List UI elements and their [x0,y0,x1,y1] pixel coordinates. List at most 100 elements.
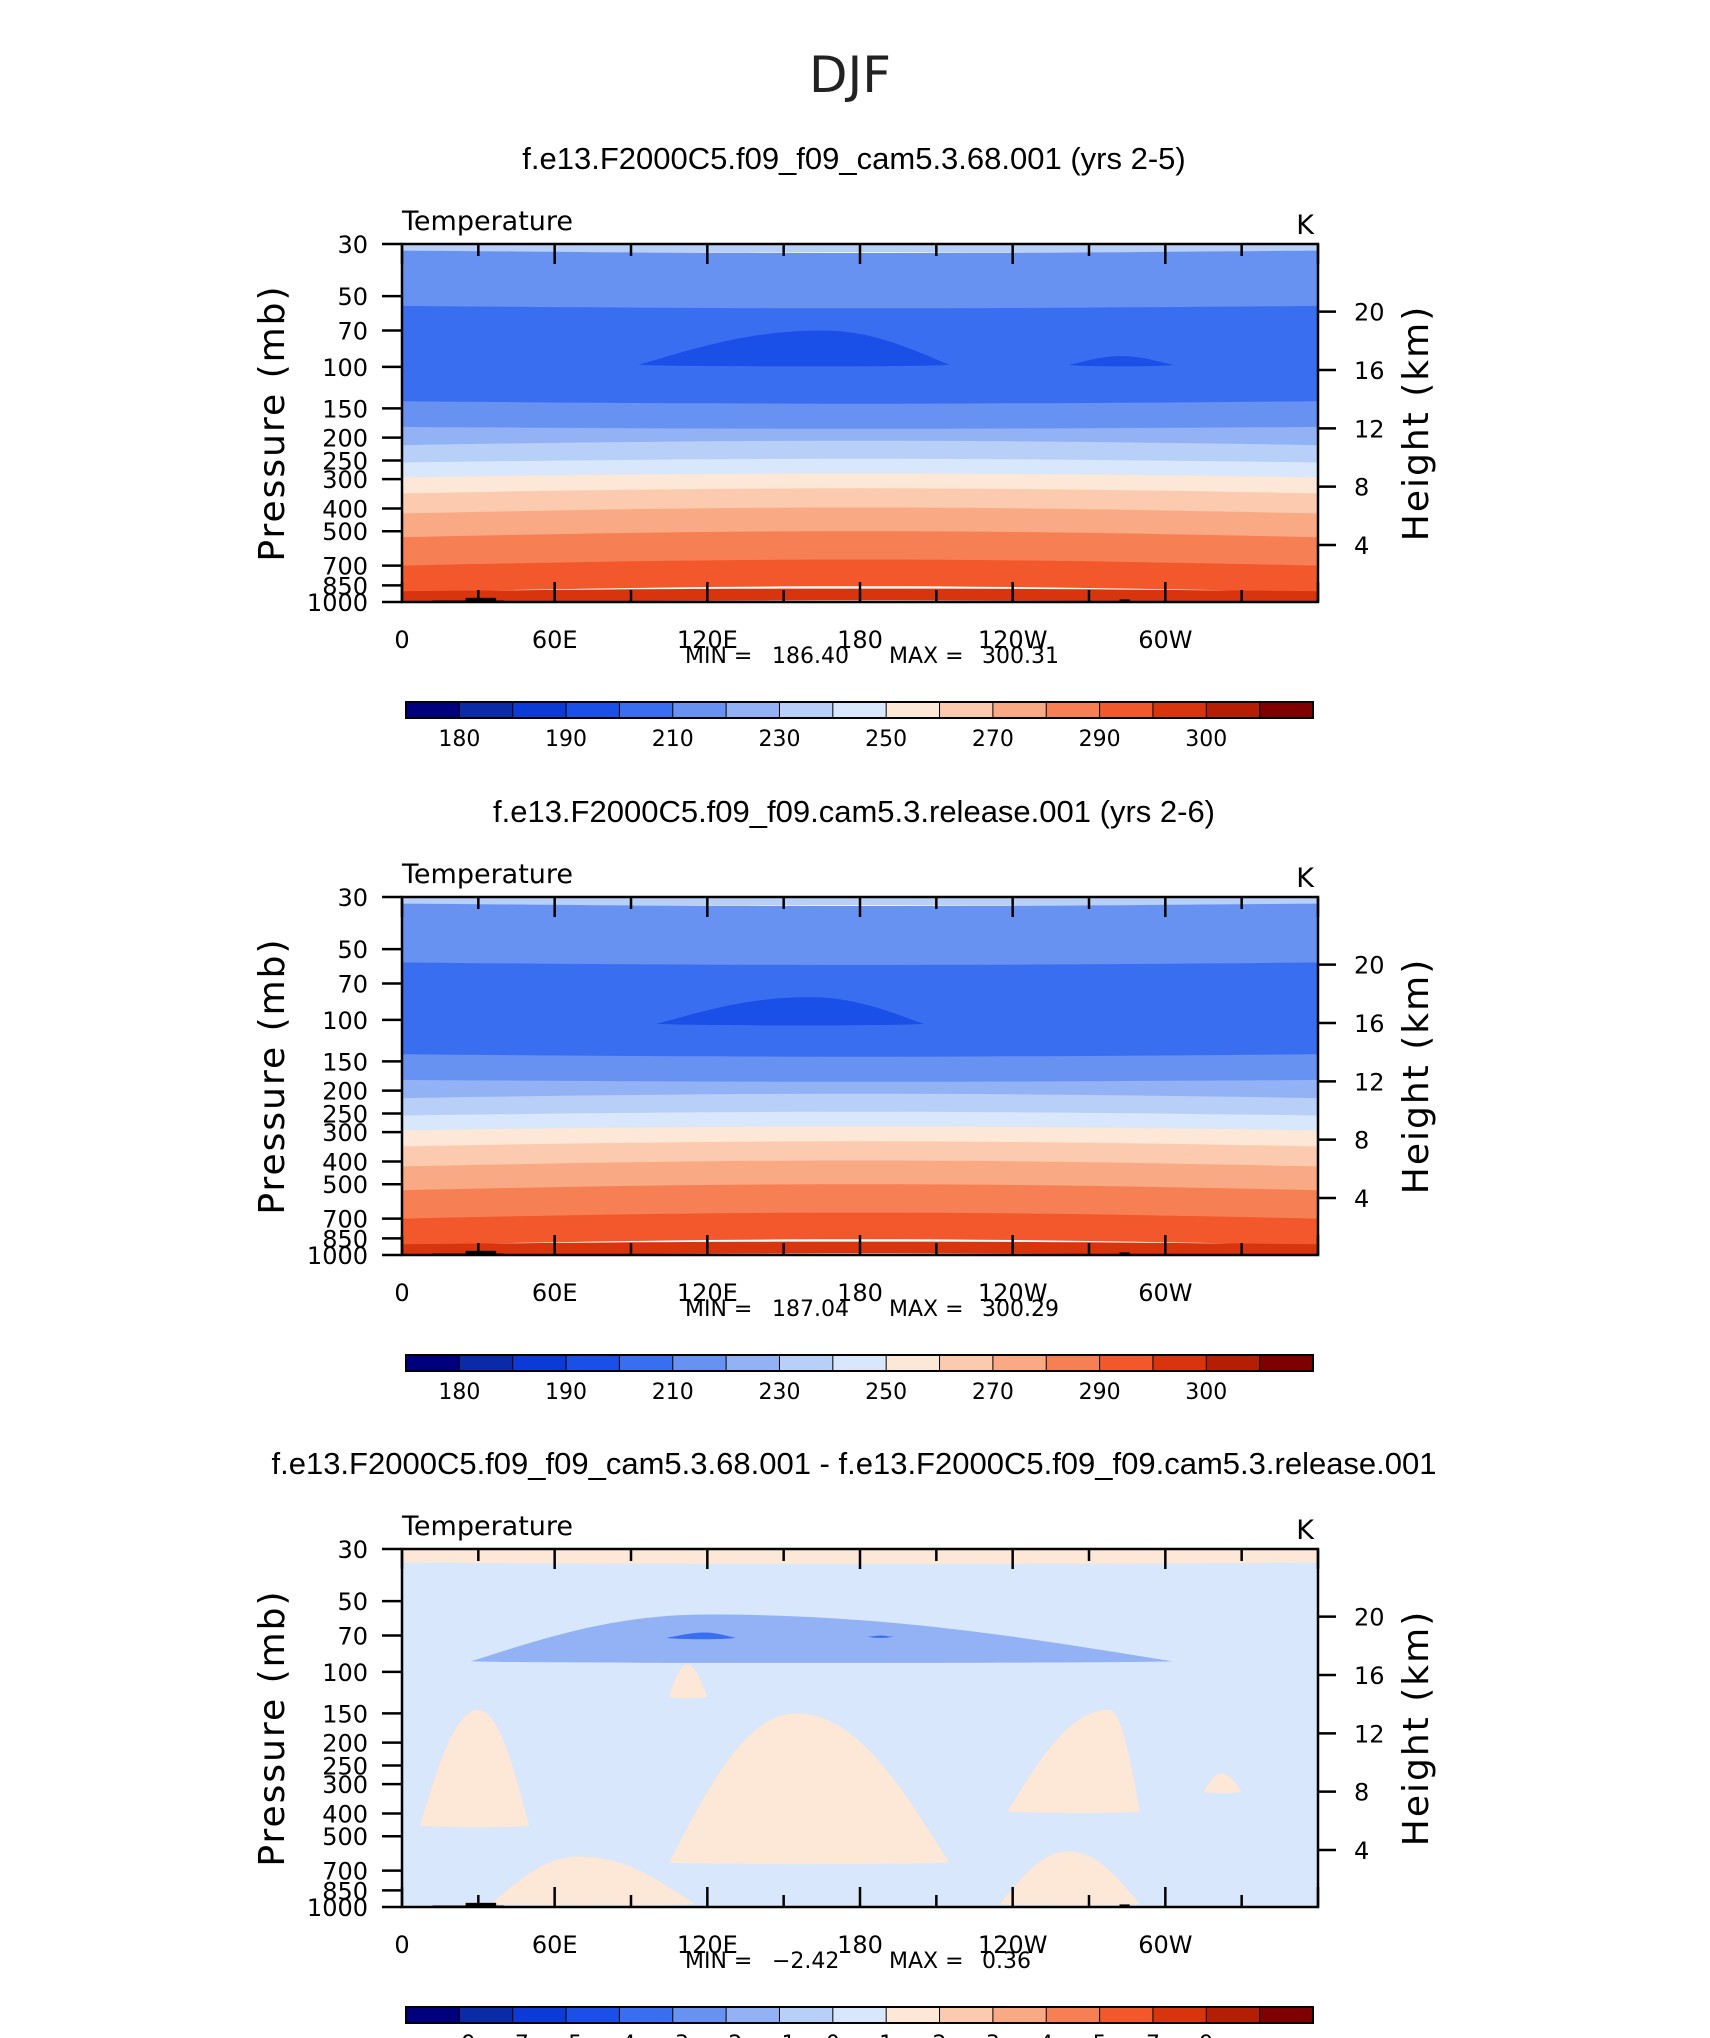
y2-tick-label: 16 [1354,1662,1385,1690]
contour-band [402,1111,1318,1132]
colorbar-box [725,701,781,719]
colorbar-box [1045,2006,1101,2024]
colorbar-box [672,2006,728,2024]
y-tick-label: 200 [322,425,368,453]
panel-left-label: Temperature [401,206,573,237]
colorbar-label: 180 [438,1380,480,1405]
colorbar-frame [405,701,1314,719]
x-tick-label: 60W [1138,1931,1192,1959]
x-tick-label: 60W [1138,1279,1192,1307]
colorbar-box [1045,701,1101,719]
colorbar-box [725,2006,781,2024]
colorbar-label: −4 [603,2032,635,2038]
y2-axis-label: Height (km) [1396,1610,1437,1846]
y-axis-label: Pressure (mb) [252,1589,293,1866]
y-tick-label: 850 [322,1877,368,1905]
x-tick-label: 120W [978,626,1048,654]
panel-title: f.e13.F2000C5.f09_f09.cam5.3.release.001… [493,794,1215,829]
x-tick-label: 60W [1138,626,1192,654]
colorbar-box [458,2006,514,2024]
y-tick-label: 400 [322,1148,368,1176]
colorbar-box [1259,701,1315,719]
y-tick-label: 300 [322,1119,368,1147]
y-tick-label: 250 [322,1100,368,1128]
panel-title: f.e13.F2000C5.f09_f09_cam5.3.68.001 (yrs… [522,141,1185,176]
y-tick-label: 70 [337,971,368,999]
y-tick-label: 30 [337,1536,368,1564]
colorbar-label: 270 [972,1380,1014,1405]
contour-band [402,1126,1318,1148]
topography-mask [1119,599,1130,602]
y-tick-label: 500 [322,1823,368,1851]
y2-tick-label: 8 [1354,474,1369,502]
y-axis-label: Pressure (mb) [252,284,293,561]
colorbar-box [512,1354,568,1372]
colorbar-label: 230 [758,727,800,752]
y-tick-label: 850 [322,1225,368,1253]
panel-units-label: K [1296,210,1315,241]
colorbar-label: 1 [879,2032,893,2038]
y2-tick-label: 12 [1354,1068,1385,1096]
y-tick-label: 500 [322,1171,368,1199]
y-tick-label: 700 [322,1858,368,1886]
x-tick-label: 60E [532,1931,578,1959]
y-tick-label: 50 [337,1588,368,1616]
y-tick-label: 700 [322,553,368,581]
contour-band [402,1093,1318,1117]
colorbar-frame [405,1354,1314,1372]
colorbar-label: −2 [710,2032,742,2038]
colorbar-box [885,2006,941,2024]
x-tick-label: 180 [837,626,883,654]
x-tick-label: 120E [677,1931,738,1959]
colorbar-label: 300 [1185,727,1227,752]
contour-band [402,488,1318,515]
topography-mask [465,1902,497,1907]
y-tick-label: 250 [322,1752,368,1780]
colorbar-label: 190 [545,1380,587,1405]
y-tick-label: 50 [337,936,368,964]
colorbar-box [778,1354,834,1372]
x-tick-label: 60E [532,626,578,654]
colorbar-label: 2 [933,2032,947,2038]
y-tick-label: 50 [337,283,368,311]
y-tick-label: 30 [337,884,368,912]
contour-feature [999,1851,1140,1906]
y-tick-label: 850 [322,572,368,600]
y-tick-label: 250 [322,447,368,475]
y2-tick-label: 8 [1354,1779,1369,1807]
x-tick-label: 60E [532,1279,578,1307]
colorbar-label: 5 [1093,2032,1107,2038]
colorbar-label: 300 [1185,1380,1227,1405]
y-tick-label: 150 [322,395,368,423]
colorbar-box [1205,1354,1261,1372]
y-tick-label: 30 [337,231,368,259]
y-tick-label: 100 [322,354,368,382]
colorbar-box [618,701,674,719]
colorbar-label: 4 [1039,2032,1053,2038]
stats-max-label: MAX = [889,1297,964,1322]
contour-band [402,1212,1318,1246]
contour-band [402,507,1318,539]
contour-band [402,531,1318,567]
colorbar-box [565,1354,621,1372]
colorbar-frame [405,2006,1314,2024]
colorbar-box [1152,701,1208,719]
contour-feature [470,1614,1173,1663]
y-tick-label: 400 [322,1800,368,1828]
colorbar-box [992,701,1048,719]
y-tick-label: 700 [322,1206,368,1234]
colorbar-box [1152,1354,1208,1372]
colorbar-label: 210 [652,1380,694,1405]
x-tick-label: 180 [837,1931,883,1959]
colorbar-label: 0 [826,2032,840,2038]
colorbar-box [405,1354,461,1372]
x-tick-label: 0 [394,626,409,654]
colorbar-box [672,1354,728,1372]
colorbar-box [1205,2006,1261,2024]
plot-area [402,897,1318,1255]
x-tick-label: 120W [978,1279,1048,1307]
colorbar-box [672,701,728,719]
y-tick-label: 70 [337,1623,368,1651]
colorbar-box [992,1354,1048,1372]
